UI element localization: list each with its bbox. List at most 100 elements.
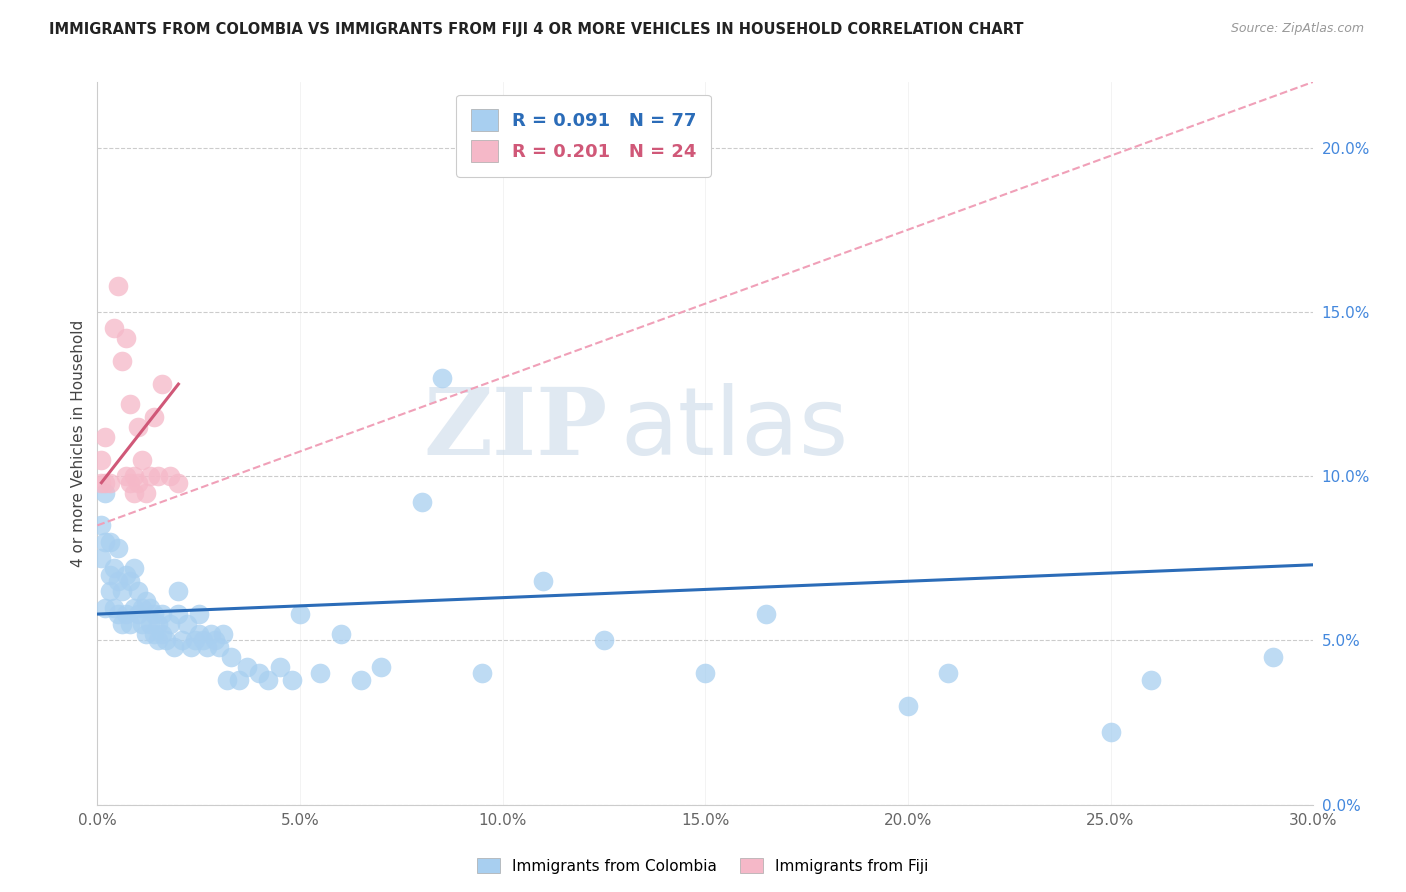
Point (350, 673, 373, 687)
Point (118, 397, 141, 411)
Point (176, 616, 198, 631)
Point (167, 475, 190, 490)
Point (111, 354, 134, 368)
Point (146, 633, 169, 648)
Point (430, 370, 453, 384)
Point (114, 331, 136, 345)
Point (1261, 649, 1284, 664)
Point (204, 633, 226, 648)
Point (98, 534, 121, 549)
Point (370, 659, 392, 673)
Point (107, 541, 129, 556)
Text: IMMIGRANTS FROM COLOMBIA VS IMMIGRANTS FROM FIJI 4 OR MORE VEHICLES IN HOUSEHOLD: IMMIGRANTS FROM COLOMBIA VS IMMIGRANTS F… (49, 22, 1024, 37)
Text: ZIP: ZIP (423, 384, 607, 474)
Point (219, 649, 242, 664)
Point (118, 616, 141, 631)
Point (755, 607, 778, 621)
Point (139, 600, 162, 615)
Point (531, 574, 554, 589)
Point (114, 469, 136, 483)
Point (127, 475, 149, 490)
Point (122, 485, 145, 500)
Point (90, 518, 112, 533)
Point (131, 600, 153, 615)
Point (94, 534, 117, 549)
Point (187, 607, 209, 621)
Point (94, 475, 117, 490)
Point (143, 409, 166, 424)
Point (215, 673, 238, 687)
Point (139, 469, 162, 483)
Point (208, 640, 231, 654)
Point (146, 616, 169, 631)
Point (135, 594, 157, 608)
Point (593, 633, 616, 648)
Point (135, 485, 157, 500)
Point (1140, 673, 1163, 687)
Point (122, 600, 145, 615)
Point (131, 616, 153, 631)
Point (256, 673, 278, 687)
Point (191, 633, 214, 648)
Point (114, 567, 136, 582)
Point (695, 666, 717, 681)
Point (167, 607, 190, 621)
Point (159, 616, 181, 631)
Text: Source: ZipAtlas.com: Source: ZipAtlas.com (1230, 22, 1364, 36)
Point (471, 666, 494, 681)
Point (143, 627, 166, 641)
Point (98, 567, 121, 582)
Point (236, 659, 259, 673)
Point (118, 574, 141, 589)
Point (127, 584, 149, 599)
Point (897, 699, 920, 714)
Point (131, 452, 153, 467)
Point (122, 561, 145, 575)
Y-axis label: 4 or more Vehicles in Household: 4 or more Vehicles in Household (72, 319, 86, 567)
Legend: Immigrants from Colombia, Immigrants from Fiji: Immigrants from Colombia, Immigrants fro… (471, 852, 935, 880)
Point (150, 607, 173, 621)
Point (288, 607, 311, 621)
Point (163, 640, 186, 654)
Point (172, 633, 194, 648)
Point (1099, 725, 1122, 739)
Point (228, 673, 250, 687)
Point (200, 627, 222, 641)
Point (159, 469, 181, 483)
Point (90, 475, 112, 490)
Point (103, 600, 125, 615)
Point (118, 475, 141, 490)
Legend: R = 0.091   N = 77, R = 0.201   N = 24: R = 0.091 N = 77, R = 0.201 N = 24 (457, 95, 711, 177)
Point (167, 584, 190, 599)
Point (150, 627, 173, 641)
Point (107, 574, 129, 589)
Point (111, 616, 134, 631)
Point (269, 659, 291, 673)
Point (98, 475, 121, 490)
Point (107, 278, 129, 293)
Point (90, 452, 112, 467)
Point (94, 485, 117, 500)
Point (94, 430, 117, 444)
Point (187, 627, 209, 641)
Point (103, 321, 125, 335)
Point (139, 616, 162, 631)
Point (146, 469, 169, 483)
Point (195, 640, 218, 654)
Point (114, 607, 136, 621)
Point (127, 607, 149, 621)
Point (155, 633, 177, 648)
Point (98, 584, 121, 599)
Point (94, 600, 117, 615)
Point (135, 627, 157, 641)
Point (111, 584, 134, 599)
Point (938, 666, 960, 681)
Point (143, 607, 166, 621)
Point (309, 666, 332, 681)
Point (411, 495, 433, 509)
Point (127, 420, 149, 434)
Point (249, 666, 271, 681)
Point (150, 377, 173, 392)
Point (180, 640, 202, 654)
Point (90, 551, 112, 566)
